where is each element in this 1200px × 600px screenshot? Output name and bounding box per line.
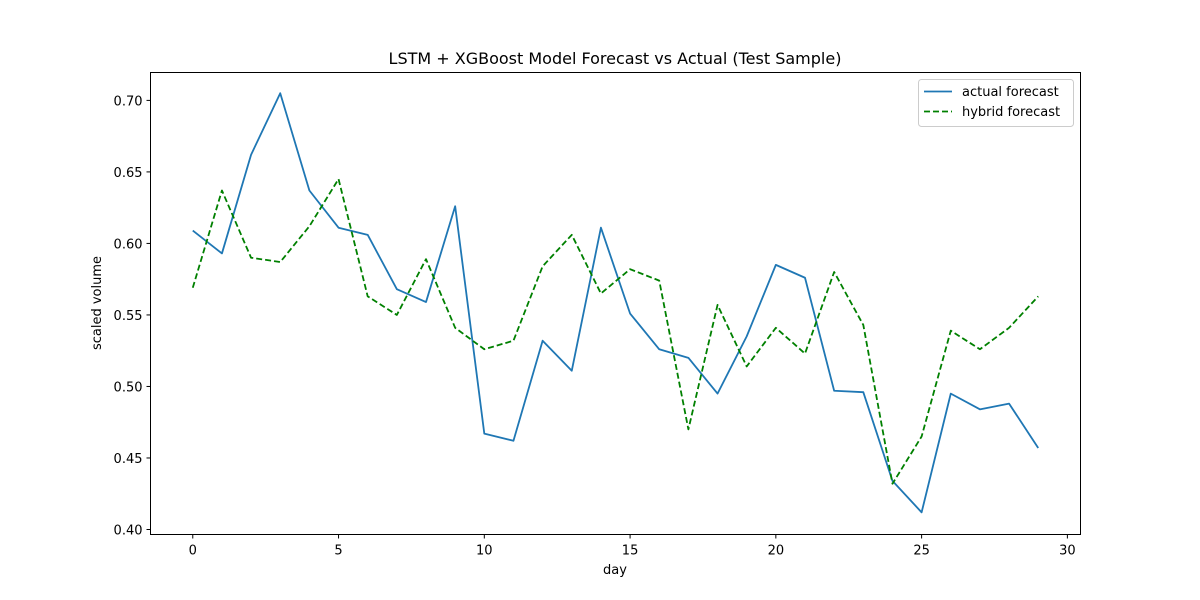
legend-label-actual: actual forecast bbox=[962, 85, 1059, 100]
series-line-hybrid bbox=[191, 178, 1039, 485]
x-tick-label: 10 bbox=[476, 544, 493, 559]
x-tick-label: 0 bbox=[189, 544, 197, 559]
x-axis-ticks: 0 5 10 15 20 25 30 bbox=[189, 534, 1076, 559]
y-tick-label: 0.65 bbox=[114, 166, 143, 181]
y-tick-label: 0.45 bbox=[114, 452, 143, 467]
y-tick-label: 0.70 bbox=[114, 94, 143, 109]
y-tick-label: 0.55 bbox=[114, 309, 143, 324]
x-tick-label: 5 bbox=[334, 544, 342, 559]
y-tick-label: 0.60 bbox=[114, 237, 143, 252]
x-tick-label: 15 bbox=[622, 544, 639, 559]
plot-frame bbox=[150, 72, 1081, 535]
legend: actual forecast hybrid forecast bbox=[918, 79, 1074, 127]
x-axis-title: day bbox=[603, 563, 627, 578]
x-tick-label: 25 bbox=[913, 544, 930, 559]
y-axis-title: scaled volume bbox=[90, 256, 105, 350]
x-tick-label: 30 bbox=[1059, 544, 1076, 559]
series-lines bbox=[191, 92, 1039, 514]
legend-label-hybrid: hybrid forecast bbox=[962, 105, 1060, 120]
y-tick-label: 0.40 bbox=[114, 523, 143, 538]
legend-box bbox=[918, 79, 1074, 127]
series-line-actual bbox=[192, 92, 1039, 514]
y-axis-ticks: 0.40 0.45 0.50 0.55 0.60 0.65 0.70 bbox=[114, 94, 151, 538]
chart-title: LSTM + XGBoost Model Forecast vs Actual … bbox=[389, 49, 842, 68]
x-tick-label: 20 bbox=[768, 544, 785, 559]
y-tick-label: 0.50 bbox=[114, 380, 143, 395]
